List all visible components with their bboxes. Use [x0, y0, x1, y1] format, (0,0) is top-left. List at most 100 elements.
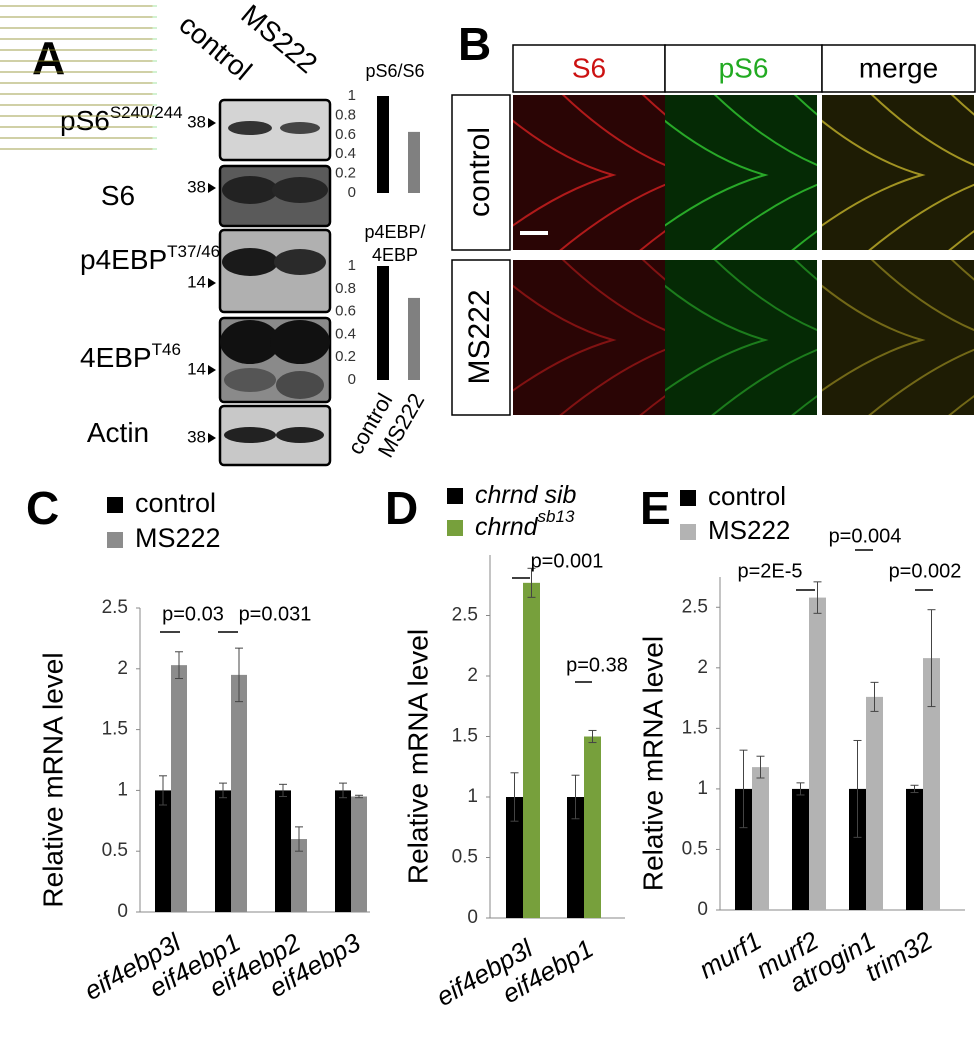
micrograph-bg [822, 95, 974, 250]
y-tick-label: 0 [467, 907, 478, 928]
blot-label: 4EBPT46 [80, 340, 181, 373]
legend-name: control [135, 488, 216, 518]
marker-arrow [208, 278, 216, 288]
error-bar [175, 651, 183, 680]
myoseptum [513, 119, 617, 227]
y-axis-label: Relative mRNA level [637, 636, 668, 891]
blot-band [270, 320, 330, 364]
error-bar [571, 774, 580, 820]
chart-title: 4EBP [372, 245, 418, 265]
y-tick-label: 0 [348, 184, 356, 201]
p-value: p=0.001 [531, 550, 604, 572]
y-tick-label: 0.6 [335, 303, 356, 320]
legend-label: control [135, 488, 216, 518]
y-tick-label: 0.4 [335, 325, 356, 342]
micrograph [513, 260, 665, 415]
blot-label-superscript: T46 [152, 340, 181, 359]
y-tick-label: 1 [348, 257, 356, 274]
y-tick-label: 1 [117, 779, 128, 800]
legend-superscript: sb13 [538, 507, 575, 526]
blot-band [220, 320, 280, 364]
error-bar [355, 794, 363, 799]
legend-swatch [447, 488, 463, 504]
blot-label-main: p4EBP [80, 244, 167, 275]
y-tick-label: 1 [697, 778, 708, 799]
legend-label: MS222 [708, 515, 790, 545]
blot-label-main: S6 [101, 180, 135, 211]
blot-band [280, 122, 320, 134]
error-bar [235, 647, 243, 703]
blot-band [274, 249, 326, 275]
error-bar [927, 609, 936, 708]
bar [171, 665, 187, 912]
y-tick-label: 1 [467, 786, 478, 807]
marker-arrow [208, 118, 216, 128]
micrograph [513, 95, 665, 250]
legend-swatch [447, 520, 463, 536]
blot-band [222, 248, 278, 276]
blot-band [222, 176, 278, 204]
error-bar [796, 782, 805, 796]
blot-band [224, 427, 276, 443]
y-tick-label: 0.5 [682, 838, 708, 859]
legend-name: chrnd sib [475, 481, 577, 509]
bar [231, 674, 247, 912]
micrograph-bg [513, 260, 665, 415]
micrograph-bg [665, 95, 817, 250]
y-tick-label: 2 [117, 658, 128, 679]
bar [335, 790, 351, 912]
bar [752, 767, 769, 910]
bar [351, 796, 367, 912]
error-bar [339, 782, 347, 799]
error-bar [295, 826, 303, 852]
blot-label-superscript: S240/244 [110, 103, 183, 122]
blot-band [276, 427, 324, 443]
bar [923, 658, 940, 910]
marker-arrow [208, 433, 216, 443]
myoseptum [822, 119, 926, 227]
y-tick-label: 0.8 [335, 106, 356, 123]
legend-label: MS222 [135, 523, 221, 553]
legend-swatch [107, 532, 123, 548]
error-bar [219, 782, 227, 799]
y-tick-label: 0.5 [452, 847, 478, 868]
blot-label: S6 [101, 180, 135, 211]
y-tick-label: 0.2 [335, 348, 356, 365]
legend-swatch [680, 490, 696, 506]
micrograph-bg [513, 95, 665, 250]
legend-name: MS222 [135, 523, 221, 553]
panel-letter: A [32, 32, 65, 84]
error-bar [159, 775, 167, 806]
bar [584, 736, 601, 918]
micrograph [665, 260, 817, 415]
y-tick-label: 0.2 [335, 165, 356, 182]
y-tick-label: 0.8 [335, 280, 356, 297]
error-bar [527, 567, 536, 598]
panel-letter: B [458, 18, 491, 70]
legend-name: control [708, 481, 786, 511]
micrograph [822, 260, 974, 415]
error-bar [853, 739, 862, 838]
blot-label-main: 4EBP [80, 342, 152, 373]
myoseptum [868, 95, 974, 250]
y-tick-label: 1.5 [452, 726, 478, 747]
y-axis-label: Relative mRNA level [37, 652, 68, 907]
blot-band [224, 368, 276, 392]
blot-label: Actin [87, 417, 149, 448]
y-tick-label: 1.5 [682, 717, 708, 738]
row-header: control [463, 127, 496, 217]
size-marker: 38 [187, 177, 206, 196]
y-tick-label: 0 [697, 899, 708, 920]
panel-letter: C [26, 482, 59, 534]
p-value: p=2E-5 [737, 560, 802, 582]
chart-title: pS6/S6 [365, 61, 424, 81]
error-bar [588, 729, 597, 744]
bar [377, 96, 389, 193]
header-box [512, 44, 666, 93]
y-axis-label: Relative mRNA level [402, 629, 433, 884]
row-header-box [451, 94, 511, 251]
myoseptum [711, 95, 817, 250]
bar [291, 839, 307, 912]
y-tick-label: 2 [697, 657, 708, 678]
blot-label-superscript: T37/46 [167, 242, 220, 261]
